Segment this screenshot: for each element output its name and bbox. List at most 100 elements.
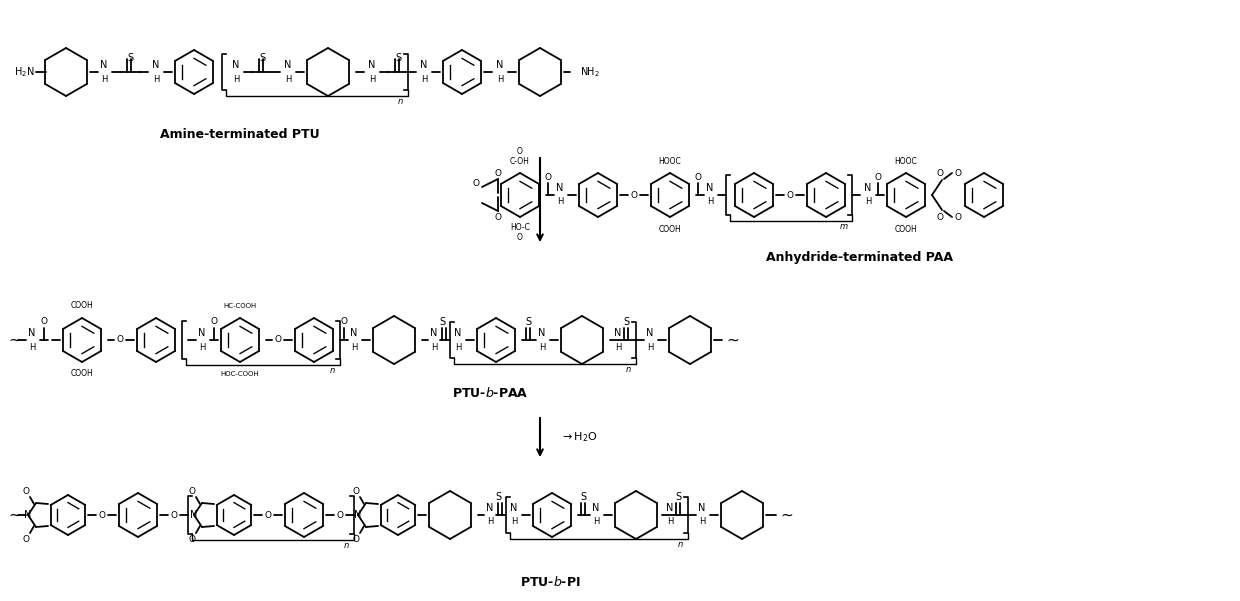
Text: H: H [497,75,503,84]
Text: COOH: COOH [71,302,93,311]
Text: HOC-COOH: HOC-COOH [221,371,259,377]
Text: S: S [495,492,501,502]
Text: H: H [511,517,517,526]
Text: S: S [580,492,587,502]
Text: S: S [525,317,531,327]
Text: N: N [355,510,362,520]
Text: O: O [22,486,30,495]
Text: O: O [98,510,105,519]
Text: $\rightarrow$H$_2$O: $\rightarrow$H$_2$O [560,430,598,444]
Text: O: O [874,172,882,182]
Text: O: O [495,213,501,222]
Text: O: O [171,510,177,519]
Text: O: O [517,147,523,156]
Text: N: N [864,183,872,193]
Text: HO-C: HO-C [510,222,529,231]
Text: N: N [486,503,494,513]
Text: O: O [955,213,961,222]
Text: PTU-$b$-PI: PTU-$b$-PI [520,575,580,589]
Text: O: O [517,233,523,242]
Text: H: H [430,343,438,352]
Text: H: H [29,343,35,352]
Text: n: n [625,365,631,374]
Text: N: N [100,60,108,70]
Text: O: O [22,534,30,543]
Text: N: N [454,328,461,338]
Text: H: H [455,343,461,352]
Text: ~: ~ [725,332,739,347]
Text: S: S [622,317,629,327]
Text: H: H [368,75,376,84]
Text: H: H [557,198,563,207]
Text: H$_2$N: H$_2$N [14,65,35,79]
Text: N: N [198,328,206,338]
Text: N: N [420,60,428,70]
Text: O: O [352,534,360,543]
Text: N: N [666,503,673,513]
Text: n: n [330,366,335,375]
Text: H: H [233,75,239,84]
Text: PTU-$b$-PAA: PTU-$b$-PAA [451,386,528,400]
Text: H: H [153,75,159,84]
Text: H: H [285,75,291,84]
Text: H: H [707,198,713,207]
Text: O: O [264,510,272,519]
Text: ~: ~ [780,507,792,522]
Text: H: H [351,343,357,352]
Text: n: n [397,97,403,106]
Text: O: O [336,510,343,519]
Text: N: N [232,60,239,70]
Text: N: N [430,328,438,338]
Text: N: N [25,510,32,520]
Text: H: H [667,517,673,526]
Text: O: O [495,168,501,177]
Text: N: N [614,328,621,338]
Text: H: H [864,198,872,207]
Text: H: H [100,75,107,84]
Text: O: O [694,172,702,182]
Text: H: H [487,517,494,526]
Text: O: O [274,335,281,344]
Text: N: N [153,60,160,70]
Text: S: S [439,317,445,327]
Text: O: O [472,178,480,188]
Text: H: H [647,343,653,352]
Text: O: O [341,317,347,326]
Text: Anhydride-terminated PAA: Anhydride-terminated PAA [766,251,954,264]
Text: O: O [117,335,124,344]
Text: O: O [352,486,360,495]
Text: NH$_2$: NH$_2$ [580,65,600,79]
Text: O: O [188,486,196,495]
Text: N: N [557,183,564,193]
Text: O: O [630,191,637,200]
Text: N: N [368,60,376,70]
Text: COOH: COOH [894,225,918,234]
Text: C-OH: C-OH [510,156,529,165]
Text: H: H [593,517,599,526]
Text: H: H [198,343,205,352]
Text: HC-COOH: HC-COOH [223,303,257,309]
Text: O: O [188,534,196,543]
Text: ~: ~ [7,332,21,347]
Text: HOOC: HOOC [658,156,681,165]
Text: S: S [394,53,401,63]
Text: H: H [420,75,428,84]
Text: COOH: COOH [71,370,93,379]
Text: N: N [646,328,653,338]
Text: COOH: COOH [658,225,681,234]
Text: m: m [839,222,848,231]
Text: N: N [538,328,546,338]
Text: Amine-terminated PTU: Amine-terminated PTU [160,129,320,141]
Text: n: n [677,540,683,549]
Text: H: H [615,343,621,352]
Text: N: N [698,503,706,513]
Text: N: N [190,510,197,520]
Text: S: S [259,53,265,63]
Text: N: N [593,503,600,513]
Text: H: H [699,517,706,526]
Text: n: n [343,541,348,550]
Text: S: S [675,492,681,502]
Text: S: S [126,53,133,63]
Text: N: N [29,328,36,338]
Text: N: N [284,60,291,70]
